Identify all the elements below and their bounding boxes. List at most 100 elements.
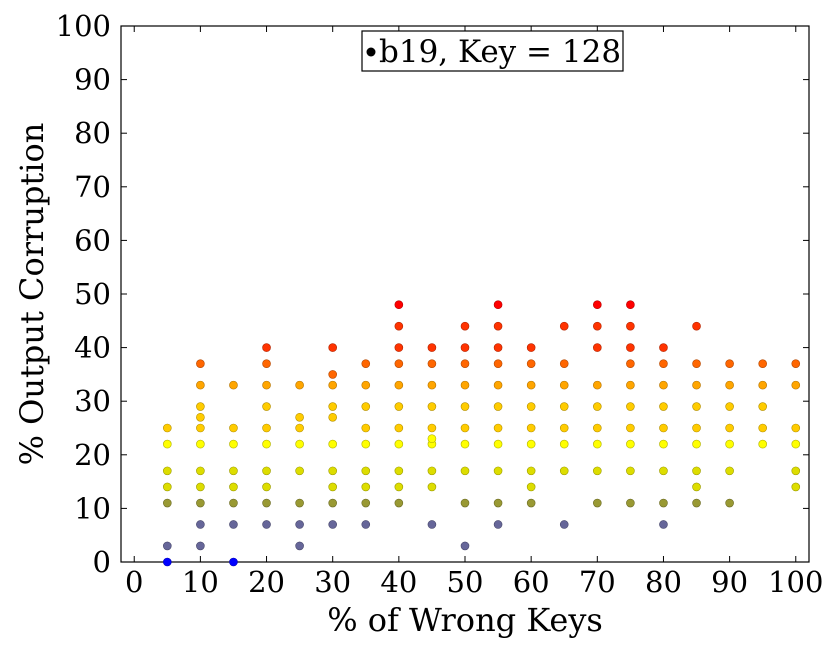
scatter-point [328,439,337,449]
scatter-point [692,498,701,508]
scatter-point [394,402,404,411]
scatter-point [394,423,404,433]
x-tick-label: 0 [125,565,143,599]
scatter-point [692,439,701,449]
scatter-point [262,402,271,411]
scatter-point [196,520,205,529]
scatter-point [626,343,635,352]
scatter-point [526,359,536,368]
x-tick-label: 90 [711,565,748,599]
scatter-point [593,300,602,310]
x-tick-label: 20 [248,565,285,599]
scatter-point [361,520,371,529]
scatter-point [328,343,337,352]
scatter-point [361,402,371,411]
scatter-point [758,380,767,390]
scatter-point [262,439,271,449]
scatter-point [163,482,172,492]
scatter-point [361,439,371,449]
scatter-point [692,380,701,390]
scatter-point [196,359,205,368]
scatter-point [460,402,470,411]
x-tick-label: 50 [447,565,484,599]
scatter-point [394,466,404,476]
y-tick-labels: 0 10 20 30 40 50 60 70 80 90 100 [56,9,111,579]
scatter-point [460,541,470,551]
scatter-point [460,423,470,433]
scatter-point [526,423,536,433]
scatter-point [196,402,205,411]
scatter-point [427,520,437,529]
y-tick-label: 0 [93,545,111,579]
scatter-point [295,423,304,433]
scatter-point [526,380,536,390]
scatter-point [626,439,635,449]
scatter-point [262,380,271,390]
scatter-point [361,380,371,390]
scatter-point [725,466,734,476]
scatter-point [295,498,304,508]
x-tick-label: 80 [645,565,682,599]
y-tick-label: 50 [74,277,111,311]
scatter-point [460,343,470,352]
y-tick-label: 70 [74,170,111,204]
legend-box: b19, Key = 128 [361,30,624,72]
y-tick-label: 90 [74,63,111,97]
scatter-point [328,498,337,508]
scatter-point [493,439,503,449]
scatter-point [163,439,172,449]
scatter-point [659,498,668,508]
x-tick-label: 60 [513,565,550,599]
y-tick-label: 10 [74,491,111,525]
scatter-point [593,423,602,433]
scatter-point [791,380,801,390]
scatter-point [361,423,371,433]
scatter-point [196,380,205,390]
scatter-point [262,343,271,352]
scatter-point [692,423,701,433]
y-tick-label: 60 [74,223,111,257]
scatter-point [725,359,734,368]
scatter-point [229,466,238,476]
scatter-point [196,482,205,492]
scatter-point [626,498,635,508]
scatter-point [626,359,635,368]
scatter-point [460,498,470,508]
scatter-point [328,402,337,411]
scatter-point [361,359,371,368]
x-tick-label: 100 [768,565,823,599]
scatter-point [427,343,437,352]
scatter-point [493,359,503,368]
scatter-point [229,380,238,390]
scatter-point [394,321,404,331]
scatter-point [559,380,569,390]
scatter-point [659,380,668,390]
scatter-point [493,343,503,352]
scatter-point [526,466,536,476]
scatter-point [427,359,437,368]
scatter-point [493,380,503,390]
scatter-point [559,402,569,411]
scatter-point [328,520,337,529]
scatter-point [659,343,668,352]
scatter-point [493,321,503,331]
scatter-point [394,439,404,449]
x-axis-title: % of Wrong Keys [327,601,603,639]
x-tick-labels: 0 10 20 30 40 50 60 70 80 90 100 [125,565,823,599]
scatter-point [196,541,205,551]
legend-marker [366,47,376,57]
scatter-point [427,380,437,390]
scatter-point [593,343,602,352]
scatter-point [725,423,734,433]
legend-label: b19, Key = 128 [379,34,621,70]
scatter-point [163,498,172,508]
y-tick-label: 100 [56,9,111,43]
scatter-point [692,466,701,476]
scatter-point [593,466,602,476]
scatter-point [526,482,536,492]
scatter-point [659,439,668,449]
scatter-point [758,423,767,433]
scatter-point [791,423,801,433]
data-points [163,300,801,567]
